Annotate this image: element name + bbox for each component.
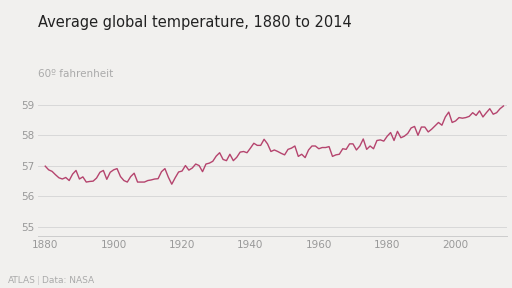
Text: Average global temperature, 1880 to 2014: Average global temperature, 1880 to 2014 [38,15,352,30]
Text: ATLAS: ATLAS [8,276,35,285]
Text: 60º fahrenheit: 60º fahrenheit [38,69,114,79]
Text: |: | [37,276,40,285]
Text: Data: NASA: Data: NASA [42,276,94,285]
